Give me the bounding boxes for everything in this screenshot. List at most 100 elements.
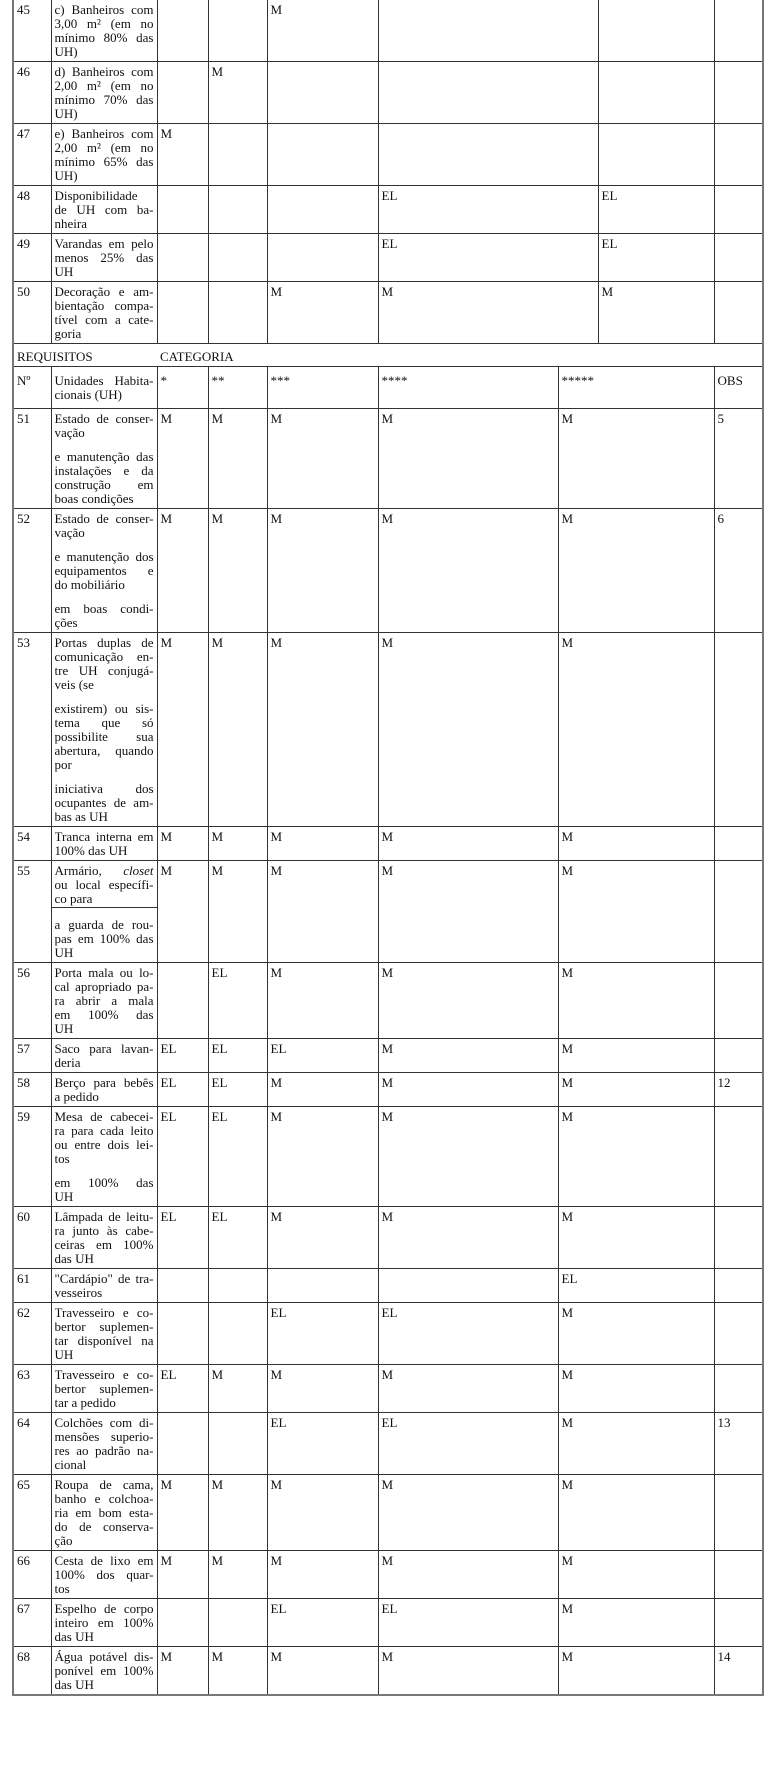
column-header-row: Nº Unidades Habita- cionais (UH) * ** **…	[12, 366, 764, 409]
category-2-star-cell: M	[207, 408, 268, 509]
description-line: tre UH conjugá-	[54, 664, 154, 678]
description-line: 100% das UH	[54, 844, 128, 858]
category-2-star-cell: M	[207, 826, 268, 861]
category-3-star-cell	[266, 185, 379, 234]
category-5-star-cell: M	[557, 1412, 715, 1475]
description-line: existirem) ou sis-	[54, 702, 154, 716]
category-5-star-cell: M	[557, 1550, 715, 1599]
category-4-star-cell: M	[377, 1106, 559, 1207]
obs-cell	[713, 0, 764, 62]
description-line: pas em 100% das	[54, 932, 154, 946]
description-line: a guarda de rou-	[54, 918, 154, 932]
description-line: UH)	[54, 107, 78, 121]
description-line: ria em bom esta-	[54, 1506, 154, 1520]
description-line: Varandas em pelo	[54, 237, 154, 251]
category-1-star-cell	[156, 281, 209, 344]
row-description: Decoração e am-bientação compa-tível com…	[50, 281, 158, 344]
category-5-star-cell	[597, 123, 715, 186]
description-paragraph: em boas condi-ções	[55, 602, 154, 630]
category-1-star-cell: M	[156, 1474, 209, 1551]
description-paragraph: Berço para bebês a pedido	[55, 1076, 154, 1104]
description-paragraph: Travesseiro e co-bertor suplemen-tar a p…	[55, 1368, 154, 1410]
requisitos-label: REQUISITOS	[12, 343, 158, 367]
description-line: Travesseiro e co-	[54, 1306, 154, 1320]
description-line: Espelho de corpo	[54, 1602, 154, 1616]
description-line: Roupa de cama,	[54, 1478, 154, 1492]
category-2-star-cell: M	[207, 1474, 268, 1551]
description-line: instalações e da	[54, 464, 154, 478]
description-line: tos	[54, 1582, 70, 1596]
obs-cell	[713, 1598, 764, 1647]
category-2-star-cell: EL	[207, 1106, 268, 1207]
category-3-star-cell	[266, 1268, 379, 1303]
category-2-star-cell	[207, 233, 268, 282]
description-line: mínimo 70% das	[54, 93, 154, 107]
description-line: Berço para bebês	[54, 1076, 154, 1090]
description-paragraph: Espelho de corpo inteiro em 100% das UH	[55, 1602, 154, 1644]
description-line: ceiras em 100%	[54, 1238, 154, 1252]
description-paragraph: Decoração e am-bientação compa-tível com…	[55, 285, 154, 341]
category-1-star-cell: M	[156, 860, 209, 963]
obs-cell	[713, 1106, 764, 1207]
row-description: Tranca interna em 100% das UH	[50, 826, 158, 861]
description-line: tível com a cate-	[54, 313, 154, 327]
description-line: a pedido	[54, 1090, 99, 1104]
obs-cell: 12	[713, 1072, 764, 1107]
section-title-row: REQUISITOS CATEGORIA	[12, 343, 764, 367]
category-3-star-cell: M	[266, 860, 379, 963]
description-line: goria	[54, 327, 82, 341]
description-paragraph: d) Banheiros com 2,00 m² (em no mínimo 70%…	[55, 65, 154, 121]
category-1-star-cell	[156, 61, 209, 124]
description-line: inteiro em 100%	[54, 1616, 154, 1630]
table-row: 55 Armário, closet ou local específi-co pa…	[12, 860, 764, 963]
description-line: e manutenção das	[54, 450, 154, 464]
category-3-star-cell: M	[266, 1364, 379, 1413]
row-description: Estado de conser-vação e manutenção dos eq…	[50, 508, 158, 633]
description-line: ra abrir a mala	[54, 994, 154, 1008]
category-5-star-cell: M	[557, 632, 715, 827]
italic-term: closet	[123, 864, 154, 878]
description-paragraph: Lâmpada de leitu-ra junto às cabe-ceiras…	[55, 1210, 154, 1266]
table-row: 64 Colchões com di-mensões superio-res ao…	[12, 1412, 764, 1475]
description-paragraph: existirem) ou sis-tema que só possibilite…	[55, 702, 154, 772]
description-line: por	[54, 758, 72, 772]
description-line: Armário, closet	[54, 864, 154, 878]
row-number: 62	[12, 1302, 52, 1365]
description-line: Estado de conser-	[54, 512, 154, 526]
category-4-star-cell: M	[377, 826, 559, 861]
categoria-label: CATEGORIA	[157, 343, 764, 367]
description-line: de UH com ba-	[54, 203, 154, 217]
table-row: 46 d) Banheiros com 2,00 m² (em no mínimo 7…	[12, 61, 764, 124]
category-3-star-cell	[266, 61, 379, 124]
description-line: das UH	[54, 1630, 94, 1644]
header-2-star: **	[207, 366, 268, 409]
category-5-star-cell: M	[597, 281, 715, 344]
category-2-star-cell	[207, 123, 268, 186]
category-5-star-cell: EL	[597, 233, 715, 282]
row-number: 67	[12, 1598, 52, 1647]
row-number: 48	[12, 185, 52, 234]
obs-cell: 5	[713, 408, 764, 509]
description-line: Travesseiro e co-	[54, 1368, 154, 1382]
description-paragraph: Água potável dis-ponível em 100% das UH	[55, 1650, 154, 1692]
row-description: Armário, closet ou local específi-co para…	[50, 860, 158, 963]
description-line: mínimo 80% das	[54, 31, 154, 45]
description-line: das UH	[54, 1678, 94, 1692]
category-2-star-cell: M	[207, 1550, 268, 1599]
description-paragraph: Porta mala ou lo-cal apropriado pa-ra ab…	[55, 966, 154, 1036]
description-paragraph: Saco para lavan-deria	[55, 1042, 154, 1070]
table-row: 49 Varandas em pelo menos 25% das UH EL EL	[12, 233, 764, 282]
row-number: 46	[12, 61, 52, 124]
table-row: 56 Porta mala ou lo-cal apropriado pa-ra …	[12, 962, 764, 1039]
category-3-star-cell: M	[266, 962, 379, 1039]
category-4-star-cell: M	[377, 962, 559, 1039]
description-line: 2,00 m² (em no	[54, 141, 154, 155]
description-line: vação	[54, 526, 85, 540]
category-1-star-cell	[156, 962, 209, 1039]
table-row: 59 Mesa de cabecei-ra para cada leito ou e…	[12, 1106, 764, 1207]
description-line: iniciativa dos	[54, 782, 154, 796]
category-4-star-cell: M	[377, 1206, 559, 1269]
table-row: 53 Portas duplas de comunicação en-tre UH …	[12, 632, 764, 827]
description-line: UH	[54, 1348, 74, 1362]
description-line: UH)	[54, 45, 78, 59]
